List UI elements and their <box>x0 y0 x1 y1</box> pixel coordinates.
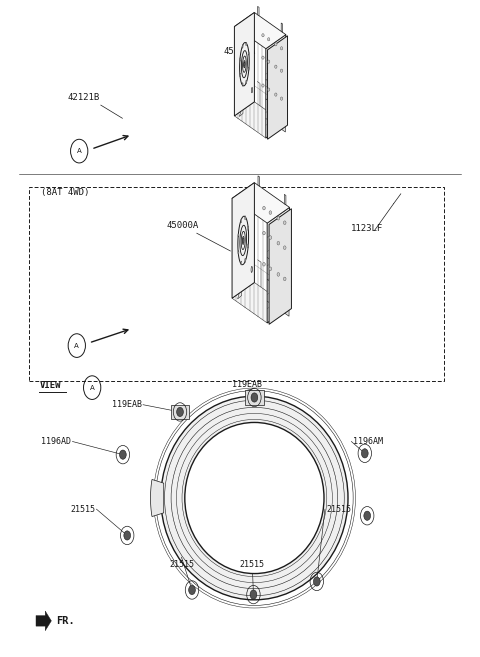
Polygon shape <box>263 262 265 266</box>
Polygon shape <box>238 250 239 255</box>
Polygon shape <box>267 208 289 323</box>
Circle shape <box>364 511 371 520</box>
Polygon shape <box>269 267 272 271</box>
Polygon shape <box>267 88 270 91</box>
Circle shape <box>120 450 126 459</box>
Polygon shape <box>277 216 280 220</box>
Polygon shape <box>244 62 245 66</box>
Polygon shape <box>248 244 249 248</box>
FancyBboxPatch shape <box>245 390 264 405</box>
Polygon shape <box>232 183 289 223</box>
Circle shape <box>189 585 195 595</box>
Polygon shape <box>232 183 254 298</box>
Polygon shape <box>244 60 245 68</box>
Polygon shape <box>284 304 289 316</box>
Polygon shape <box>267 37 270 41</box>
Polygon shape <box>248 226 249 231</box>
Polygon shape <box>242 237 244 244</box>
Polygon shape <box>234 12 254 116</box>
Text: A: A <box>77 148 82 154</box>
Polygon shape <box>263 231 265 235</box>
Polygon shape <box>258 176 260 187</box>
Text: 42121B: 42121B <box>68 93 100 102</box>
Text: 45000A: 45000A <box>166 221 199 230</box>
Polygon shape <box>262 34 264 37</box>
Circle shape <box>313 577 320 586</box>
Polygon shape <box>275 65 277 68</box>
Text: 119EAB: 119EAB <box>111 400 142 409</box>
Polygon shape <box>258 7 259 16</box>
Polygon shape <box>241 219 242 223</box>
Circle shape <box>124 531 131 540</box>
Text: FR.: FR. <box>56 616 75 626</box>
Polygon shape <box>267 60 270 63</box>
Polygon shape <box>284 194 286 205</box>
Text: 1196AM: 1196AM <box>353 437 383 446</box>
Polygon shape <box>234 12 286 49</box>
Polygon shape <box>246 42 247 46</box>
Polygon shape <box>238 284 241 299</box>
Text: VIEW: VIEW <box>39 381 61 390</box>
Polygon shape <box>248 67 249 71</box>
Polygon shape <box>251 266 252 273</box>
Polygon shape <box>232 283 289 323</box>
Polygon shape <box>275 43 277 46</box>
Polygon shape <box>262 84 264 87</box>
Text: 21515: 21515 <box>326 505 351 514</box>
Polygon shape <box>242 45 243 48</box>
Polygon shape <box>280 47 283 50</box>
Polygon shape <box>280 69 283 72</box>
Polygon shape <box>243 238 244 243</box>
Polygon shape <box>245 258 246 262</box>
Polygon shape <box>248 51 249 55</box>
Polygon shape <box>281 121 286 132</box>
Polygon shape <box>277 241 280 245</box>
Text: A: A <box>90 384 95 391</box>
Text: 1196AD: 1196AD <box>41 437 71 446</box>
Polygon shape <box>283 277 286 281</box>
Polygon shape <box>241 261 242 265</box>
Polygon shape <box>281 23 283 32</box>
Text: (8AT 4WD): (8AT 4WD) <box>41 188 89 197</box>
Polygon shape <box>269 209 291 325</box>
Polygon shape <box>234 102 286 138</box>
Ellipse shape <box>161 396 348 600</box>
FancyBboxPatch shape <box>171 405 189 419</box>
Text: 45J30A: 45J30A <box>224 47 256 56</box>
Polygon shape <box>238 233 239 237</box>
Circle shape <box>177 407 183 417</box>
Circle shape <box>251 393 258 402</box>
Polygon shape <box>269 236 272 239</box>
Polygon shape <box>245 215 246 220</box>
Polygon shape <box>242 83 243 86</box>
Polygon shape <box>240 103 243 116</box>
Polygon shape <box>263 206 265 210</box>
Text: 21515: 21515 <box>240 560 264 569</box>
Polygon shape <box>269 211 272 214</box>
Polygon shape <box>36 611 51 631</box>
Polygon shape <box>246 80 247 83</box>
Polygon shape <box>151 480 164 516</box>
Text: 21515: 21515 <box>70 505 95 514</box>
Polygon shape <box>262 56 264 59</box>
Circle shape <box>361 449 368 458</box>
Polygon shape <box>266 35 286 138</box>
Polygon shape <box>283 221 286 225</box>
Polygon shape <box>283 246 286 250</box>
Polygon shape <box>275 93 277 96</box>
Text: A: A <box>74 342 79 349</box>
Polygon shape <box>280 97 283 101</box>
Text: 119EAB: 119EAB <box>232 380 262 389</box>
Polygon shape <box>267 35 288 139</box>
Text: 1123LF: 1123LF <box>350 224 383 233</box>
Circle shape <box>250 590 257 599</box>
Text: 21515: 21515 <box>169 560 194 569</box>
Polygon shape <box>277 273 280 276</box>
Ellipse shape <box>185 422 324 574</box>
